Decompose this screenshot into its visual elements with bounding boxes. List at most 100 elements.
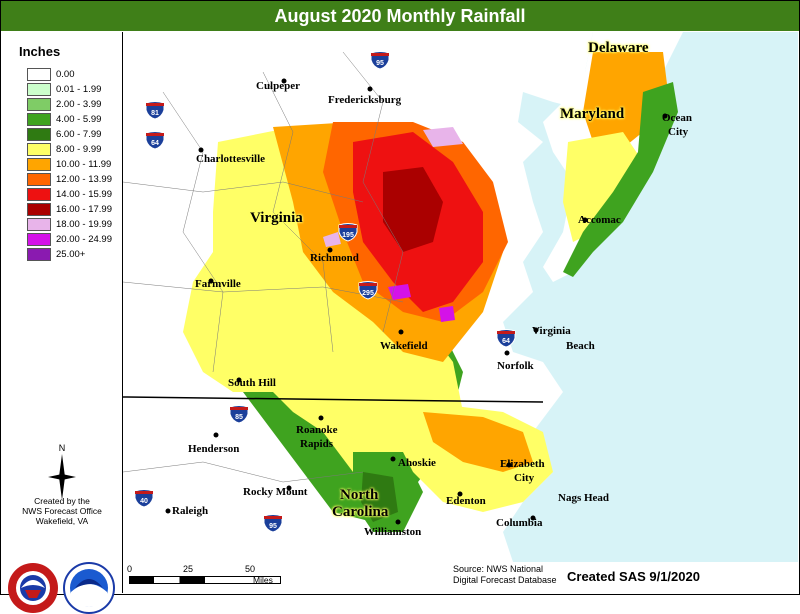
interstate-shield-icon: 40: [134, 489, 154, 508]
rain-zone-lavender-2: [323, 232, 341, 247]
svg-text:95: 95: [269, 523, 277, 530]
rain-zone-yellow-west: [183, 127, 463, 472]
legend-swatch: [27, 98, 51, 111]
legend-swatch: [27, 158, 51, 171]
rain-zone-nc-dkgreen: [361, 472, 398, 522]
legend-item: 18.00 - 19.99: [27, 218, 112, 231]
scale-zero: 0: [127, 564, 133, 574]
legend-item: 8.00 - 9.99: [27, 143, 101, 156]
svg-text:95: 95: [376, 60, 384, 67]
legend-item: 2.00 - 3.99: [27, 98, 101, 111]
svg-text:40: 40: [140, 498, 148, 505]
interstate-shield-icon: 195: [338, 223, 358, 242]
rain-zone-maroon: [383, 167, 443, 252]
city-label-farmville: Farmville: [195, 278, 241, 290]
legend-swatch: [27, 203, 51, 216]
interstate-shield-icon: 85: [229, 405, 249, 424]
city-label-accomac: Accomac: [578, 214, 621, 226]
legend-label: 0.00: [56, 69, 75, 80]
legend-label: 2.00 - 3.99: [56, 99, 102, 110]
legend-label: 8.00 - 9.99: [56, 144, 102, 155]
city-label-elizabeth-city-2: City: [514, 472, 535, 484]
city-label-culpeper: Culpeper: [256, 80, 300, 92]
city-label-nags-head: Nags Head: [558, 492, 610, 504]
legend-label: 4.00 - 5.99: [56, 114, 102, 125]
legend-label: 10.00 - 11.99: [56, 159, 112, 170]
svg-text:295: 295: [362, 290, 374, 297]
legend-item: 6.00 - 7.99: [27, 128, 101, 141]
interstate-shield-icon: 64: [145, 131, 165, 150]
compass-n-label: N: [59, 443, 66, 453]
legend-label: 18.00 - 19.99: [56, 219, 112, 230]
legend-swatch: [27, 143, 51, 156]
legend-item: 20.00 - 24.99: [27, 233, 112, 246]
state-label-nc-line1: North: [340, 487, 379, 503]
map-title: August 2020 Monthly Rainfall: [1, 1, 799, 31]
city-label-edenton: Edenton: [446, 495, 486, 507]
scale-unit: Miles: [253, 575, 273, 585]
city-label-ocean-city-2: City: [668, 126, 689, 138]
city-label-elizabeth-city-1: Elizabeth: [500, 458, 545, 470]
legend-label: 25.00+: [56, 249, 86, 260]
legend-swatch: [27, 113, 51, 126]
state-label-delaware: Delaware: [588, 40, 649, 56]
legend-swatch: [27, 218, 51, 231]
svg-text:64: 64: [502, 338, 510, 345]
city-label-wakefield: Wakefield: [380, 340, 428, 352]
city-label-williamston: Williamston: [364, 526, 422, 538]
city-label-rocky-mount: Rocky Mount: [243, 486, 308, 498]
rain-zone-nc-orange: [423, 412, 533, 472]
legend-swatch: [27, 68, 51, 81]
city-dots: [165, 78, 668, 525]
city-label-henderson: Henderson: [188, 443, 240, 455]
rain-zone-magenta-2: [439, 306, 455, 322]
legend-label: 16.00 - 17.99: [56, 204, 112, 215]
rain-zone-delmarva-yellow: [563, 132, 643, 242]
legend-label: 20.00 - 24.99: [56, 234, 112, 245]
svg-text:81: 81: [151, 110, 159, 117]
city-label-fredericksburg: Fredericksburg: [328, 94, 402, 106]
office-credit-line2: NWS Forecast Office: [22, 506, 102, 516]
rain-zone-lavender: [423, 127, 463, 147]
city-label-virginia-beach-1: Virginia: [532, 325, 571, 337]
office-credit: Created by the NWS Forecast Office Wakef…: [5, 496, 119, 526]
legend-swatch: [27, 173, 51, 186]
legend-item: 10.00 - 11.99: [27, 158, 111, 171]
scale-mid: 25: [183, 564, 194, 574]
map-footer: 0 25 50 Miles Source: NWS National Digit…: [123, 562, 798, 593]
city-label-ahoskie: Ahoskie: [398, 457, 436, 469]
interstate-shield-icon: 81: [145, 101, 165, 120]
svg-text:195: 195: [342, 232, 354, 239]
city-label-charlottesville: Charlottesville: [196, 153, 266, 165]
interstate-shield-icon: 95: [370, 51, 390, 70]
legend-label: 14.00 - 15.99: [56, 189, 112, 200]
legend-label: 6.00 - 7.99: [56, 129, 102, 140]
rainfall-map: [123, 32, 798, 562]
city-label-virginia-beach-2: Beach: [566, 340, 595, 352]
source-line1: Source: NWS National: [453, 564, 544, 574]
scale-end: 50: [245, 564, 256, 574]
legend-item: 0.00: [27, 68, 75, 81]
city-label-roanoke-rapids-1: Roanoke: [296, 424, 338, 436]
city-label-richmond: Richmond: [310, 252, 359, 264]
legend-item: 12.00 - 13.99: [27, 173, 112, 186]
interstate-shield-icon: 64: [496, 329, 516, 348]
nws-logo-icon: [8, 563, 58, 613]
rain-zone-delmarva-green: [563, 82, 678, 277]
legend-swatch: [27, 233, 51, 246]
noaa-logo-icon: [63, 562, 115, 614]
source-note: Source: NWS National Digital Forecast Da…: [453, 564, 557, 586]
city-label-ocean-city-1: Ocean: [662, 112, 692, 124]
north-arrow-icon: N: [48, 443, 76, 500]
legend-panel: Inches 0.00 0.01 - 1.99 2.00 - 3.99 4.00 - …: [1, 32, 123, 614]
scale-bar: [129, 576, 281, 584]
legend-item: 14.00 - 15.99: [27, 188, 112, 201]
legend-label: 0.01 - 1.99: [56, 84, 102, 95]
office-credit-line1: Created by the: [34, 496, 90, 506]
city-label-norfolk: Norfolk: [497, 360, 534, 372]
city-label-columbia: Columbia: [496, 517, 543, 529]
legend-label: 12.00 - 13.99: [56, 174, 112, 185]
city-label-raleigh: Raleigh: [172, 505, 209, 517]
legend-item: 25.00+: [27, 248, 85, 261]
legend-swatch: [27, 83, 51, 96]
